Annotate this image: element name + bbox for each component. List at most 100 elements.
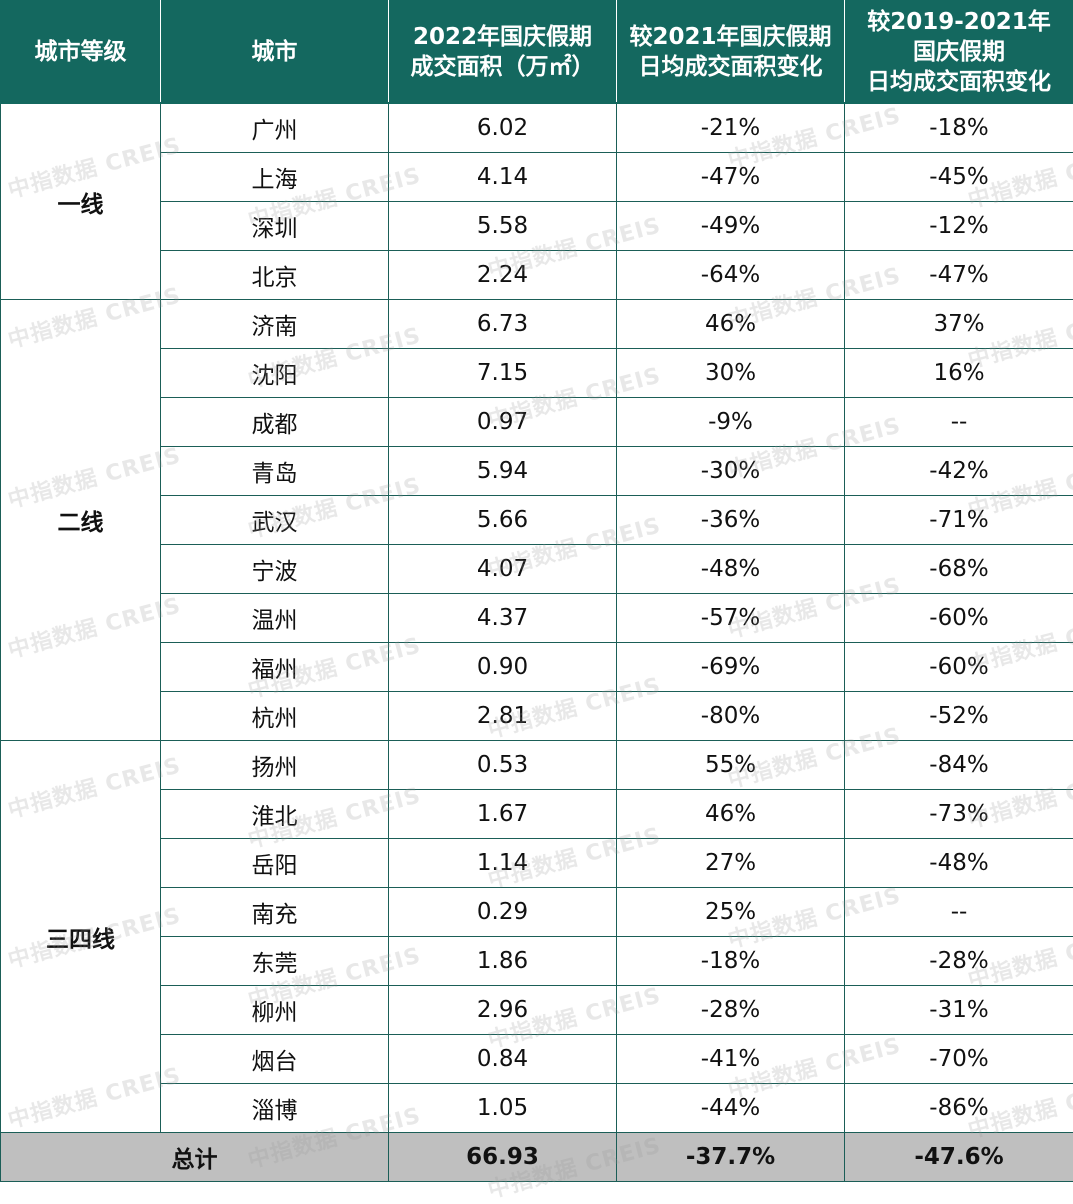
area-cell: 2.96 (389, 986, 617, 1035)
change-2019-cell: -- (845, 398, 1073, 447)
city-cell: 成都 (161, 398, 389, 447)
change-2019-cell: 37% (845, 300, 1073, 349)
change-2019-cell: -86% (845, 1084, 1073, 1133)
change-2021-cell: 25% (617, 888, 845, 937)
city-cell: 广州 (161, 103, 389, 153)
change-2021-cell: -57% (617, 594, 845, 643)
change-2021-cell: 46% (617, 790, 845, 839)
area-cell: 1.05 (389, 1084, 617, 1133)
change-2021-cell: -48% (617, 545, 845, 594)
city-cell: 烟台 (161, 1035, 389, 1084)
change-2019-cell: -18% (845, 103, 1073, 153)
header-row: 城市等级 城市 2022年国庆假期 成交面积（万㎡） 较2021年国庆假期 日均… (1, 1, 1073, 104)
change-2021-cell: 55% (617, 741, 845, 790)
change-2019-cell: -84% (845, 741, 1073, 790)
tier-cell: 一线 (1, 103, 161, 300)
header-area: 2022年国庆假期 成交面积（万㎡） (389, 1, 617, 104)
change-2019-cell: -60% (845, 594, 1073, 643)
change-2019-cell: -60% (845, 643, 1073, 692)
header-change-2019: 较2019-2021年 国庆假期 日均成交面积变化 (845, 1, 1073, 104)
total-change-2019: -47.6% (845, 1133, 1073, 1182)
change-2019-cell: 16% (845, 349, 1073, 398)
change-2021-cell: -80% (617, 692, 845, 741)
change-2019-cell: -48% (845, 839, 1073, 888)
change-2021-cell: -47% (617, 153, 845, 202)
city-cell: 福州 (161, 643, 389, 692)
total-area: 66.93 (389, 1133, 617, 1182)
city-cell: 青岛 (161, 447, 389, 496)
city-cell: 岳阳 (161, 839, 389, 888)
change-2019-cell: -28% (845, 937, 1073, 986)
change-2019-cell: -12% (845, 202, 1073, 251)
city-cell: 北京 (161, 251, 389, 300)
total-label: 总计 (1, 1133, 389, 1182)
change-2021-cell: 46% (617, 300, 845, 349)
city-cell: 宁波 (161, 545, 389, 594)
area-cell: 4.07 (389, 545, 617, 594)
header-city: 城市 (161, 1, 389, 104)
city-cell: 上海 (161, 153, 389, 202)
area-cell: 2.81 (389, 692, 617, 741)
change-2021-cell: -64% (617, 251, 845, 300)
change-2019-cell: -45% (845, 153, 1073, 202)
change-2021-cell: 30% (617, 349, 845, 398)
change-2021-cell: -21% (617, 103, 845, 153)
header-change-2019-line-2: 国庆假期 (845, 37, 1073, 67)
city-cell: 济南 (161, 300, 389, 349)
change-2019-cell: -42% (845, 447, 1073, 496)
city-cell: 深圳 (161, 202, 389, 251)
header-area-line-1: 2022年国庆假期 (389, 22, 616, 52)
area-cell: 7.15 (389, 349, 617, 398)
header-change-2019-line-3: 日均成交面积变化 (845, 67, 1073, 97)
header-change-2021: 较2021年国庆假期 日均成交面积变化 (617, 1, 845, 104)
header-change-2019-line-1: 较2019-2021年 (845, 7, 1073, 37)
change-2021-cell: -9% (617, 398, 845, 447)
city-cell: 扬州 (161, 741, 389, 790)
city-cell: 温州 (161, 594, 389, 643)
city-cell: 杭州 (161, 692, 389, 741)
tier-cell: 三四线 (1, 741, 161, 1133)
area-cell: 0.90 (389, 643, 617, 692)
change-2021-cell: -28% (617, 986, 845, 1035)
change-2021-cell: -49% (617, 202, 845, 251)
change-2019-cell: -- (845, 888, 1073, 937)
area-cell: 1.67 (389, 790, 617, 839)
area-cell: 1.86 (389, 937, 617, 986)
city-cell: 南充 (161, 888, 389, 937)
city-cell: 淮北 (161, 790, 389, 839)
area-cell: 6.02 (389, 103, 617, 153)
change-2019-cell: -73% (845, 790, 1073, 839)
area-cell: 5.94 (389, 447, 617, 496)
change-2021-cell: -44% (617, 1084, 845, 1133)
change-2021-cell: -18% (617, 937, 845, 986)
tier-cell: 二线 (1, 300, 161, 741)
area-cell: 2.24 (389, 251, 617, 300)
change-2021-cell: -41% (617, 1035, 845, 1084)
change-2019-cell: -71% (845, 496, 1073, 545)
change-2019-cell: -68% (845, 545, 1073, 594)
area-cell: 1.14 (389, 839, 617, 888)
area-cell: 5.66 (389, 496, 617, 545)
city-cell: 东莞 (161, 937, 389, 986)
